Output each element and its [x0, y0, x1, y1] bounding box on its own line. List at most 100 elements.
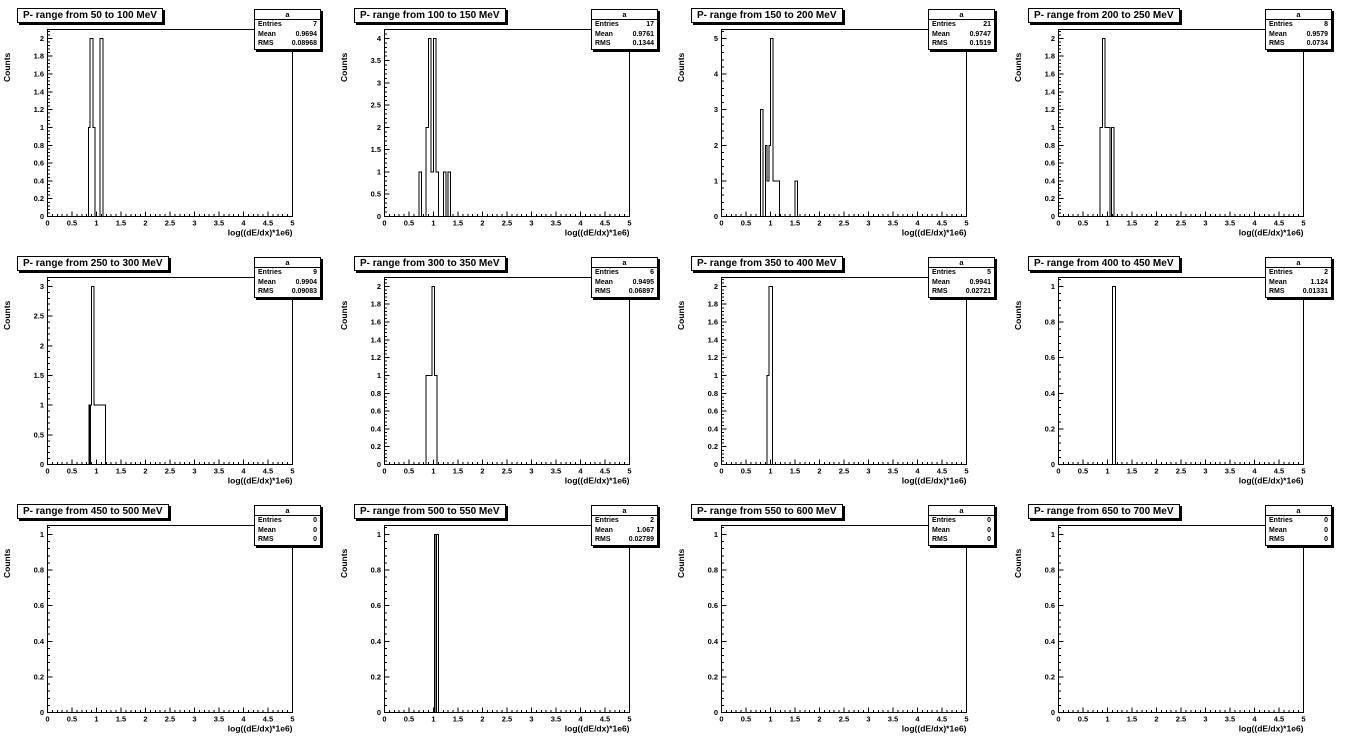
stats-label-mean: Mean [932, 278, 950, 286]
svg-text:4: 4 [578, 715, 583, 724]
stats-row-entries: Entries 0 [1266, 516, 1331, 526]
svg-text:5: 5 [964, 715, 968, 724]
plot-canvas: 0 0.5 1 1.5 2 2.5 3 3.5 4 4.5 5 0 0.2 0.4 0.6 0.8 1 1.2 1.… [676, 277, 969, 486]
svg-text:0.5: 0.5 [404, 715, 414, 724]
stats-row-mean: Mean 0 [255, 526, 320, 536]
histogram-line [425, 285, 438, 465]
plot-canvas: 0 0.5 1 1.5 2 2.5 3 3.5 4 4.5 5012345log((dE/dx)*1… [676, 29, 969, 238]
svg-text:2.5: 2.5 [839, 219, 849, 228]
stats-label-rms: RMS [932, 40, 948, 47]
svg-text:0: 0 [719, 715, 723, 724]
stats-header: a [592, 258, 657, 268]
svg-text:3: 3 [192, 219, 196, 228]
y-axis-labels: 0 0.2 0.4 0.6 0.8 1 [34, 530, 45, 717]
stats-value-mean: 1.067 [636, 526, 654, 534]
svg-text:5: 5 [714, 34, 718, 43]
svg-text:1.2: 1.2 [34, 105, 44, 114]
stats-label-rms: RMS [258, 536, 274, 543]
svg-text:1: 1 [94, 219, 98, 228]
svg-text:0.6: 0.6 [371, 601, 381, 610]
svg-text:1: 1 [714, 176, 718, 185]
stats-label-entries: Entries [258, 269, 282, 276]
svg-text:0.4: 0.4 [371, 637, 382, 646]
x-axis-ticks [384, 459, 630, 465]
svg-text:1: 1 [1051, 123, 1055, 132]
stats-row-entries: Entries 7 [255, 20, 320, 30]
svg-text:4: 4 [578, 219, 583, 228]
svg-text:4.5: 4.5 [937, 467, 947, 476]
svg-text:3: 3 [1203, 467, 1207, 476]
stats-row-rms: RMS 0.0734 [1266, 39, 1331, 49]
y-axis-ticks [47, 30, 53, 217]
stats-header: a [592, 10, 657, 20]
stats-row-rms: RMS 0.01331 [1266, 287, 1331, 297]
y-axis-ticks [721, 526, 727, 713]
stats-value-entries: 9 [313, 269, 317, 276]
svg-text:0.2: 0.2 [708, 442, 718, 451]
stats-row-rms: RMS 0.02721 [929, 287, 994, 297]
x-axis-ticks [1058, 211, 1304, 217]
svg-text:2: 2 [377, 282, 381, 291]
svg-text:2: 2 [143, 715, 147, 724]
svg-text:5: 5 [1301, 715, 1305, 724]
x-axis-ticks [47, 211, 293, 217]
x-axis-ticks [384, 707, 630, 713]
svg-text:0.4: 0.4 [1045, 389, 1056, 398]
plot-canvas: 0 0.5 1 1.5 2 2.5 3 3.5 4 4.5 5 0 0.2 0.4 0.6 0.8 1 log((… [2, 525, 295, 734]
histogram-panel-7: 0 0.5 1 1.5 2 2.5 3 3.5 4 4.5 5 0 0.2 0.4 0.6 0.8 1 1.2 1.… [674, 248, 1011, 496]
plot-title: P- range from 200 to 250 MeV [1028, 8, 1180, 23]
stats-row-mean: Mean 0.9904 [255, 278, 320, 288]
y-axis-title: Counts [1013, 52, 1023, 82]
svg-text:3.5: 3.5 [888, 219, 898, 228]
svg-text:0.8: 0.8 [371, 389, 381, 398]
x-axis-labels: 0 0.5 1 1.5 2 2.5 3 3.5 4 4.5 5 [45, 219, 294, 228]
svg-text:0.2: 0.2 [1045, 672, 1055, 681]
stats-label-mean: Mean [1269, 278, 1287, 286]
svg-text:3: 3 [714, 105, 718, 114]
svg-text:0.5: 0.5 [371, 190, 381, 199]
svg-text:1.5: 1.5 [1127, 715, 1137, 724]
svg-text:2: 2 [1154, 467, 1158, 476]
stats-label-mean: Mean [258, 526, 276, 534]
plot-canvas: 0 0.5 1 1.5 2 2.5 3 3.5 4 4.5 5 0 0.5 1 1.5 2 2.5 3 log((d… [2, 277, 295, 486]
svg-text:4: 4 [1252, 219, 1257, 228]
plot-frame [47, 29, 293, 217]
svg-text:0.5: 0.5 [67, 219, 77, 228]
histogram-panel-4: 0 0.5 1 1.5 2 2.5 3 3.5 4 4.5 5 0 0.2 0.4 0.6 0.8 1 1.2 1.… [1011, 0, 1348, 248]
stats-value-entries: 0 [987, 517, 991, 524]
stats-row-rms: RMS 0.06897 [592, 287, 657, 297]
svg-text:2: 2 [377, 123, 381, 132]
svg-text:5: 5 [964, 219, 968, 228]
svg-text:3: 3 [1203, 219, 1207, 228]
svg-text:0.8: 0.8 [34, 566, 44, 575]
svg-text:3: 3 [529, 715, 533, 724]
svg-text:0: 0 [1051, 708, 1055, 717]
svg-text:3.5: 3.5 [888, 715, 898, 724]
svg-text:4: 4 [1252, 715, 1257, 724]
svg-text:0.8: 0.8 [1045, 141, 1055, 150]
stats-row-entries: Entries 2 [1266, 268, 1331, 278]
svg-text:1.8: 1.8 [34, 52, 44, 61]
x-axis-ticks [1058, 707, 1304, 713]
svg-text:1: 1 [1105, 219, 1109, 228]
svg-text:1.5: 1.5 [453, 467, 463, 476]
svg-text:0: 0 [714, 460, 718, 469]
svg-text:1.8: 1.8 [708, 300, 718, 309]
svg-text:4: 4 [377, 34, 382, 43]
svg-text:5: 5 [1301, 467, 1305, 476]
stats-value-entries: 0 [1324, 517, 1328, 524]
stats-label-entries: Entries [258, 21, 282, 28]
svg-text:4.5: 4.5 [937, 219, 947, 228]
x-axis-title: log((dE/dx)*1e6) [228, 228, 293, 238]
svg-text:0: 0 [382, 219, 386, 228]
x-axis-title: log((dE/dx)*1e6) [565, 228, 630, 238]
y-axis-labels: 0 0.2 0.4 0.6 0.8 1 1.2 1.4 1.6 1.8 2 [371, 282, 382, 469]
svg-text:3.5: 3.5 [214, 219, 224, 228]
stats-value-mean: 1.124 [1310, 278, 1328, 286]
stats-row-mean: Mean 0.9747 [929, 30, 994, 40]
svg-text:2: 2 [714, 141, 718, 150]
y-axis-title: Counts [676, 548, 686, 578]
y-axis-ticks [1058, 278, 1064, 465]
svg-text:1: 1 [431, 467, 435, 476]
stats-box: a Entries 0 Mean 0 RMS 0 [928, 505, 995, 546]
